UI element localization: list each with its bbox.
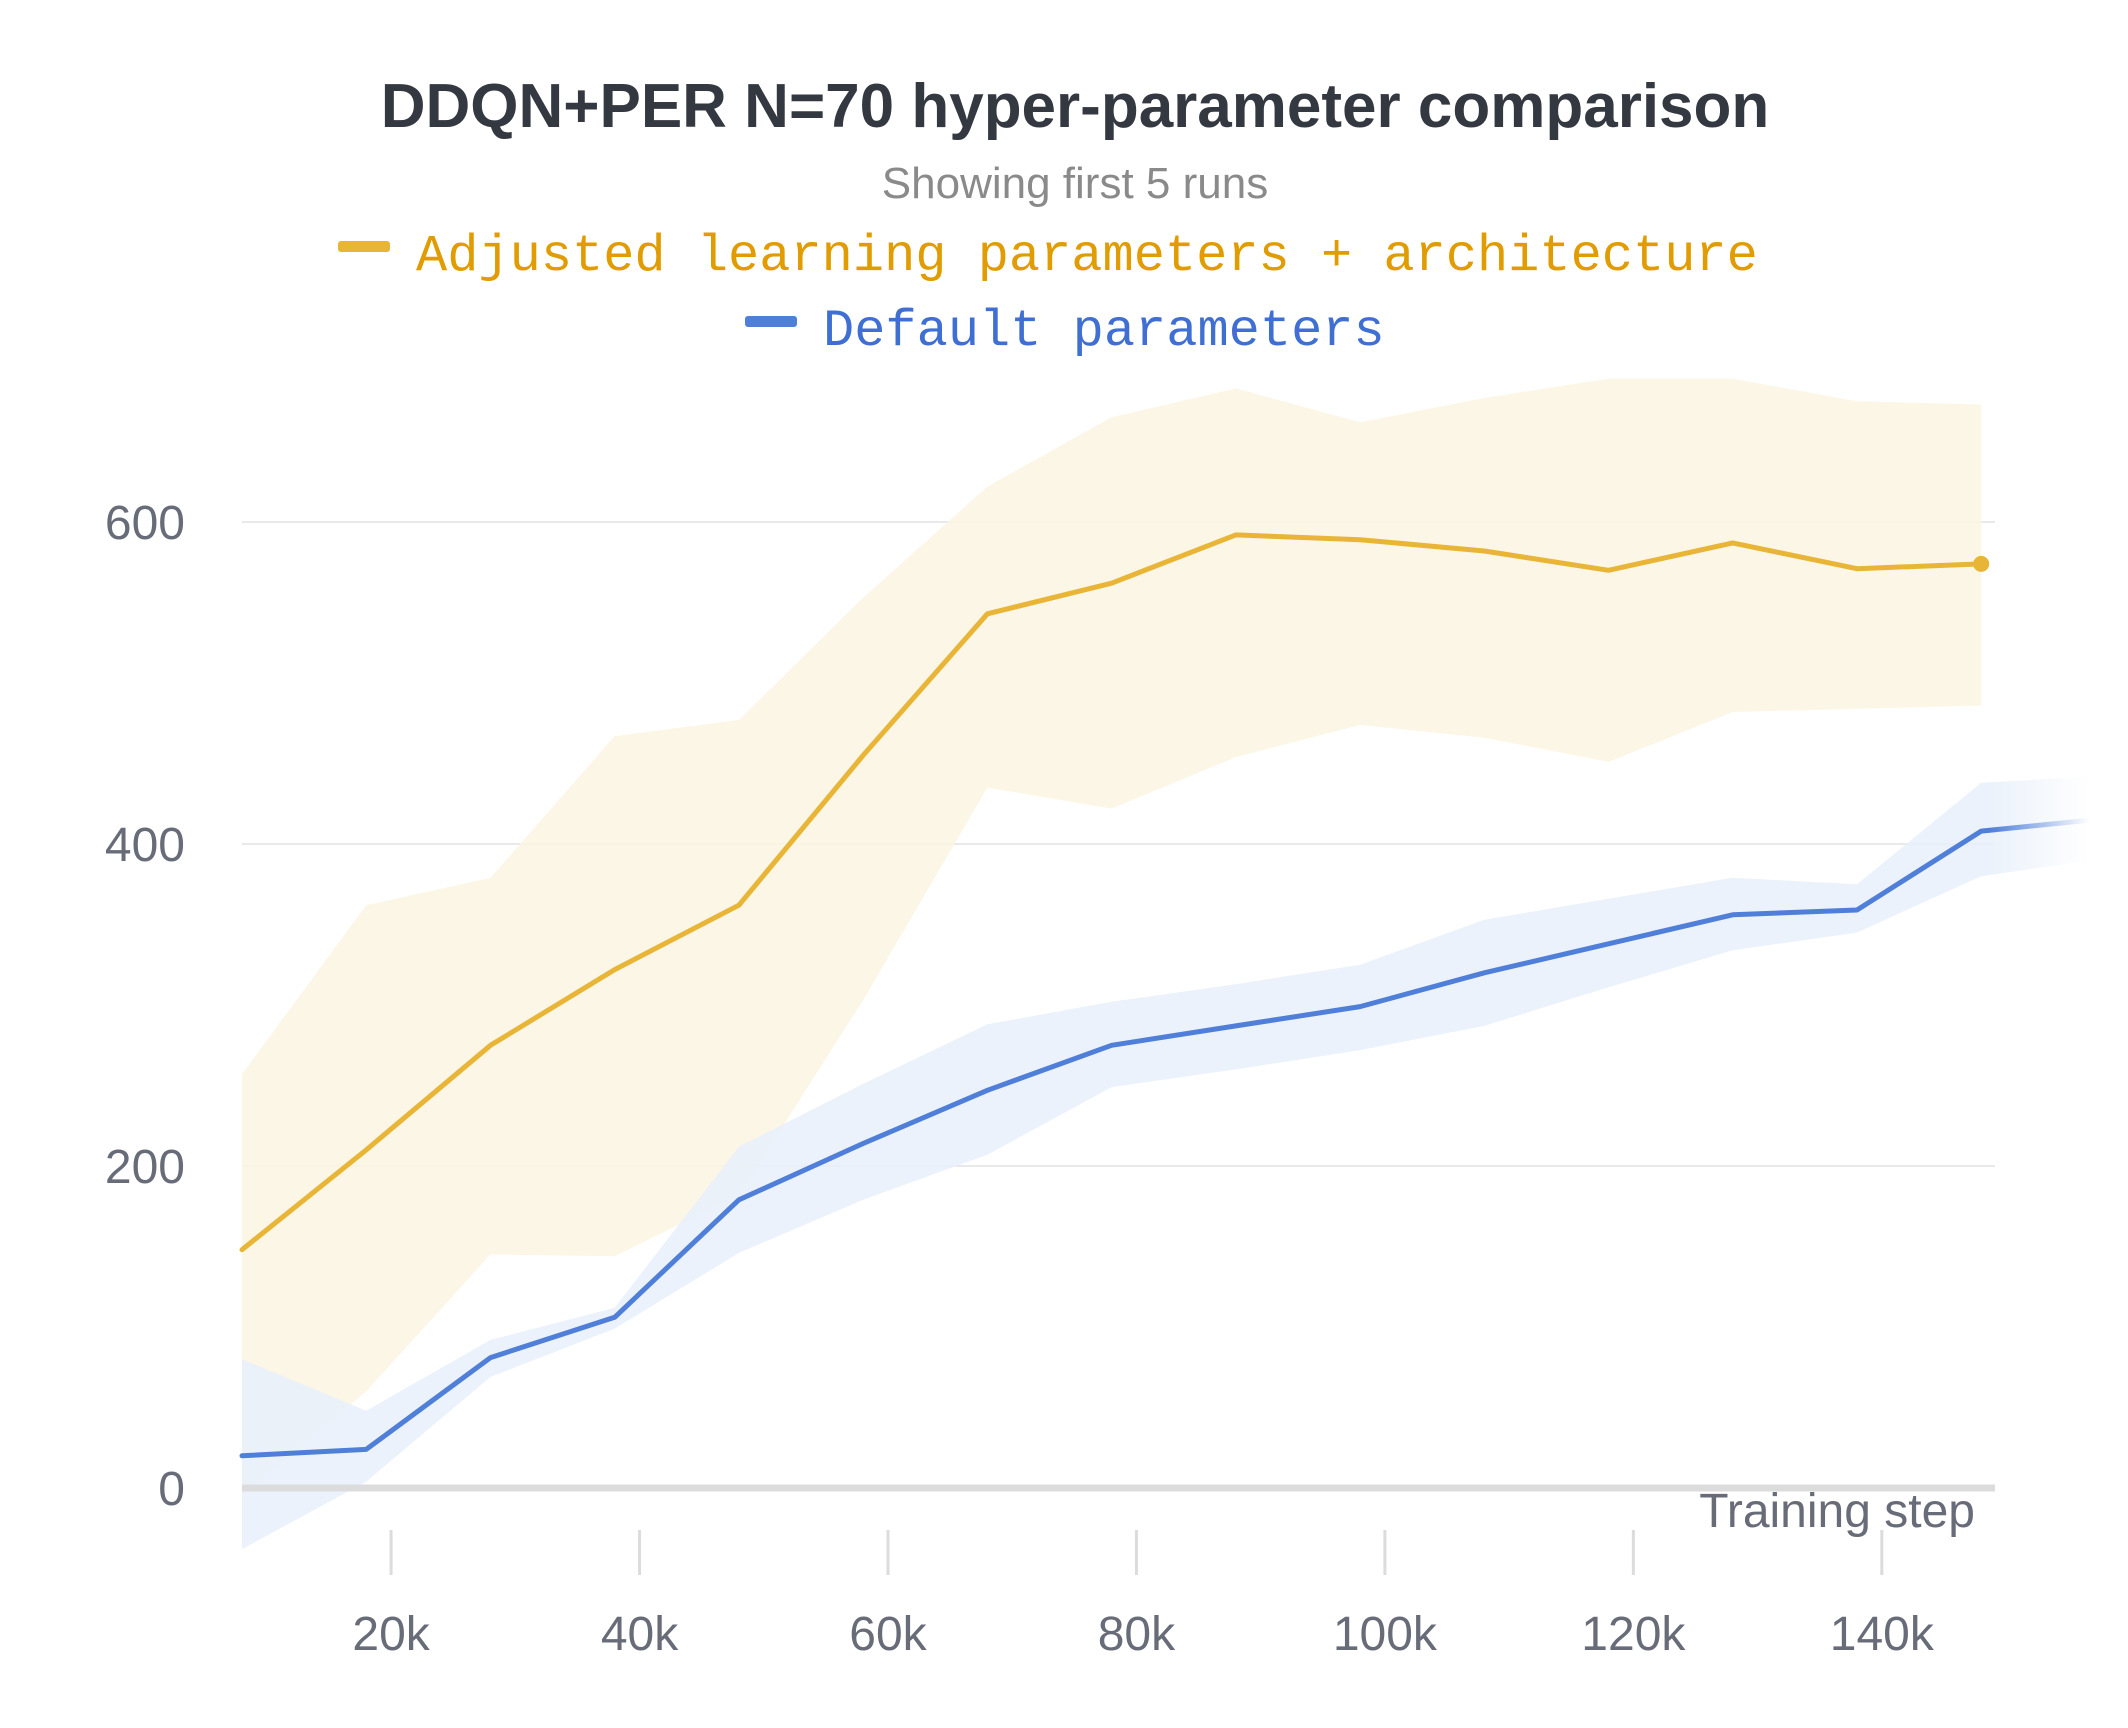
- legend-swatch-default: [745, 316, 797, 327]
- x-tick-label: 100k: [1333, 1608, 1438, 1661]
- x-tick-label: 120k: [1581, 1608, 1686, 1661]
- data-point-adjusted[interactable]: [1973, 555, 1990, 572]
- x-tick-label: 60k: [849, 1608, 927, 1661]
- legend-item-adjusted[interactable]: Adjusted learning parameters + architect…: [338, 227, 1758, 286]
- legend-item-default[interactable]: Default parameters: [745, 302, 1385, 361]
- right-fade-overlay: [1990, 740, 2100, 940]
- band-layer: [242, 378, 2093, 1550]
- y-tick-label: 200: [105, 1141, 185, 1194]
- legend-label-adjusted: Adjusted learning parameters + architect…: [416, 227, 1758, 286]
- axis-layer: 0 200 400 600 20k 40k 60k 80k 100k 120k 140k: [105, 497, 1995, 1661]
- confidence-band-default: [242, 776, 2093, 1550]
- x-tick-label: 140k: [1830, 1608, 1935, 1661]
- confidence-band-adjusted: [242, 378, 1982, 1497]
- y-tick-label: 600: [105, 497, 185, 550]
- chart-subtitle: Showing first 5 runs: [882, 159, 1268, 208]
- y-tick-label: 0: [158, 1463, 185, 1516]
- legend: Adjusted learning parameters + architect…: [338, 227, 1758, 361]
- series-line-default[interactable]: [239, 817, 2096, 1459]
- line-layer: [239, 532, 2096, 1459]
- x-tick-label: 20k: [352, 1608, 430, 1661]
- legend-swatch-adjusted: [338, 241, 390, 252]
- y-tick-label: 400: [105, 819, 185, 872]
- x-axis-title: Training step: [1699, 1485, 1975, 1538]
- legend-label-default: Default parameters: [823, 302, 1385, 361]
- x-tick-label: 40k: [601, 1608, 679, 1661]
- x-tick-label: 80k: [1098, 1608, 1176, 1661]
- chart-title: DDQN+PER N=70 hyper-parameter comparison: [381, 72, 1770, 141]
